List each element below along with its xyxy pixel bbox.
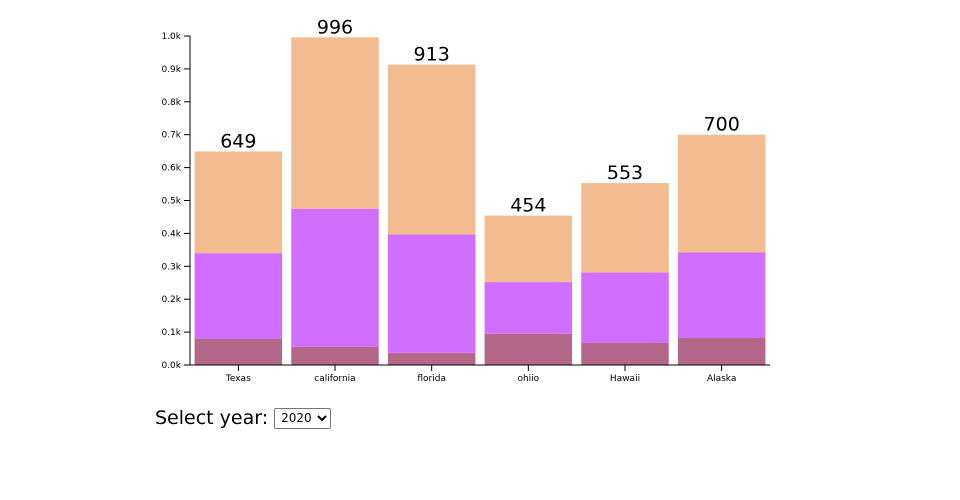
y-tick-label-3: 0.3k [161,262,181,272]
y-tick-label-2: 0.2k [161,295,181,305]
x-axis: Texas california florida ohiio Hawaii Alaska [190,364,770,384]
year-select[interactable]: 2020 [274,407,332,429]
bar-Hawaii-segment-1 [581,272,669,343]
x-tick-label-Texas: Texas [225,374,251,384]
x-tick-label-ohiio: ohiio [517,374,539,384]
bar-Alaska-segment-0 [677,338,766,365]
y-tick-label-8: 0.8k [161,98,181,108]
bar-Texas-segment-0 [194,338,283,365]
total-label-Alaska: 700 [704,114,740,136]
y-tick-label-6: 0.6k [161,164,181,174]
year-controls: Select year: 2020 [155,407,332,429]
y-tick-label-9: 0.9k [161,65,181,75]
bar-california-segment-1 [291,208,379,347]
x-tick-label-florida: florida [417,374,446,384]
y-tick-label-0: 0.0k [161,361,181,371]
x-tick-label-Alaska: Alaska [707,374,736,384]
bar-Hawaii-segment-2 [581,183,669,273]
y-tick-label-4: 0.4k [161,229,181,239]
total-label-florida: 913 [414,44,450,66]
total-label-california: 996 [317,16,353,38]
bar-Alaska-segment-2 [677,134,766,253]
chart-container: 649 996 913 454 553 700 0.0k 0.1k 0.2k 0.3k 0.4k 0… [161,16,770,384]
bar-Texas-segment-2 [194,151,283,254]
bar-florida-segment-1 [387,234,476,353]
bar-Hawaii-segment-0 [581,342,669,365]
total-label-Hawaii: 553 [607,162,643,184]
bar-Texas-segment-1 [194,253,283,339]
select-year-label: Select year: [155,407,269,429]
y-tick-label-5: 0.5k [161,197,181,207]
total-label-Texas: 649 [220,130,256,152]
bar-california-segment-0 [291,346,379,365]
y-tick-label-10: 1.0k [161,32,181,42]
x-tick-label-Hawaii: Hawaii [610,374,640,384]
x-tick-label-california: california [314,374,355,384]
bar-florida-segment-0 [387,352,476,365]
total-label-ohiio: 454 [510,195,546,217]
bar-ohiio-segment-2 [484,215,573,283]
total-labels-layer: 649 996 913 454 553 700 [220,16,740,216]
bar-ohiio-segment-0 [484,333,573,365]
bar-Alaska-segment-1 [677,252,766,339]
y-axis: 0.0k 0.1k 0.2k 0.3k 0.4k 0.5k 0.6k 0.7k 0.8k 0.9k… [161,32,191,371]
y-tick-label-7: 0.7k [161,131,181,141]
y-tick-label-1: 0.1k [161,328,181,338]
bar-ohiio-segment-1 [484,282,573,334]
bars-layer [194,37,766,365]
bar-california-segment-2 [291,37,379,209]
bar-florida-segment-2 [387,64,476,235]
